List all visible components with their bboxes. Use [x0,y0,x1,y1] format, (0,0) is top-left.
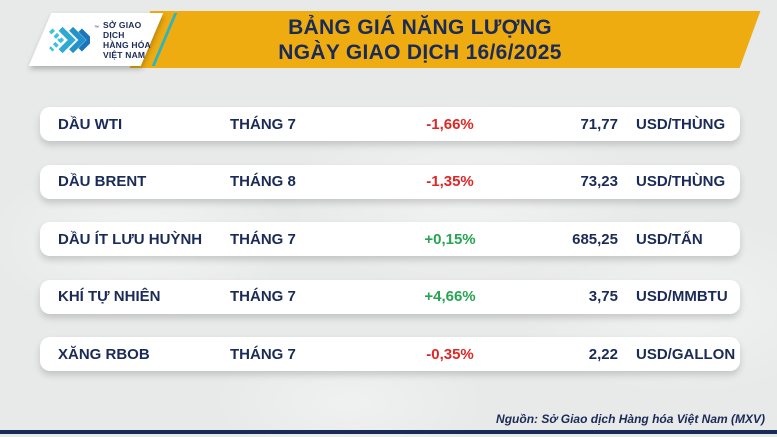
commodity-name: DẦU ÍT LƯU HUỲNH [58,230,203,248]
percent-change: +4,66% [424,288,476,305]
percent-change: +0,15% [424,230,476,248]
title-line-1: BẢNG GIÁ NĂNG LƯỢNG [288,16,552,39]
logo-org-name: SỞ GIAO DỊCH HÀNG HÓA VIỆT NAM [103,19,151,60]
percent-change: -1,35% [426,173,474,190]
price-value: 73,23 [580,173,618,190]
table-row-dau-it-luu-huynh: DẦU ÍT LƯU HUỲNH THÁNG 7 +0,15% 685,25 U… [40,222,740,256]
source-attribution: Nguồn: Sở Giao dịch Hàng hóa Việt Nam (M… [496,412,765,426]
percent-change: -1,66% [426,115,474,133]
price-value: 3,75 [588,288,618,305]
price-unit: USD/TẤN [636,230,703,248]
trademark-symbol: ™ [94,25,99,31]
contract-month: THÁNG 7 [230,288,296,305]
price-unit: USD/THÙNG [636,115,726,133]
mxv-logo: ™ SỞ GIAO DỊCH HÀNG HÓA VIỆT NAM [40,13,158,66]
page-title: BẢNG GIÁ NĂNG LƯỢNG NGÀY GIAO DỊCH 16/6/… [100,14,740,66]
contract-month: THÁNG 7 [230,230,296,248]
percent-change: -0,35% [426,345,474,363]
bottom-navy-rule [0,430,777,434]
contract-month: THÁNG 7 [230,345,296,363]
table-row-dau-wti: DẦU WTI THÁNG 7 -1,66% 71,77 USD/THÙNG [40,107,740,141]
price-unit: USD/GALLON [636,345,736,363]
price-value: 2,22 [588,345,618,363]
price-unit: USD/MMBTU [636,288,728,305]
price-value: 71,77 [580,115,618,133]
mxv-chevrons-icon [49,26,90,53]
contract-month: THÁNG 8 [230,173,296,190]
table-row-xang-rbob: XĂNG RBOB THÁNG 7 -0,35% 2,22 USD/GALLON [40,337,740,371]
commodity-name: DẦU BRENT [58,173,147,190]
table-row-khi-tu-nhien: KHÍ TỰ NHIÊN THÁNG 7 +4,66% 3,75 USD/MMB… [40,279,740,314]
commodity-name: KHÍ TỰ NHIÊN [58,288,161,305]
price-value: 685,25 [572,230,618,248]
commodity-name: DẦU WTI [58,115,123,133]
table-row-dau-brent: DẦU BRENT THÁNG 8 -1,35% 73,23 USD/THÙNG [40,164,740,199]
commodity-name: XĂNG RBOB [58,345,150,363]
price-unit: USD/THÙNG [636,173,726,190]
title-line-2: NGÀY GIAO DỊCH 16/6/2025 [278,41,562,64]
price-table: DẦU WTI THÁNG 7 -1,66% 71,77 USD/THÙNG D… [40,107,740,371]
contract-month: THÁNG 7 [230,115,296,133]
